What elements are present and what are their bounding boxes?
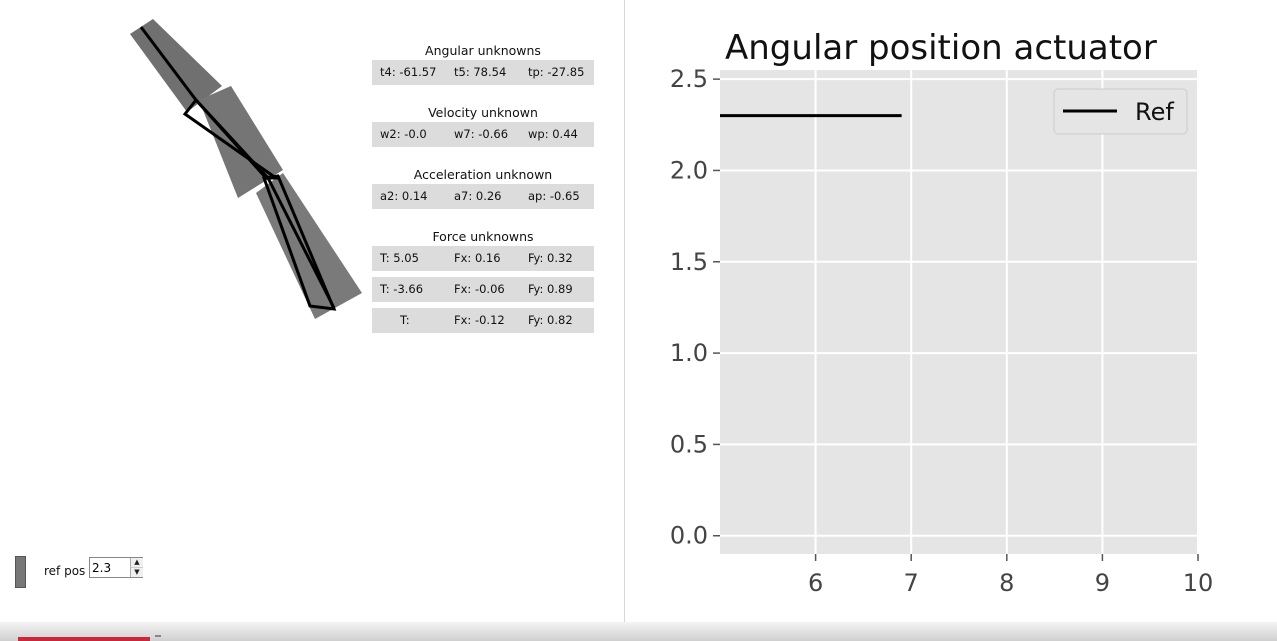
force-unknowns-panel: Force unknowns T: 5.05 Fx: 0.16 Fy: 0.32… [372,228,594,339]
angular-unknowns-panel: Angular unknowns t4: -61.57 t5: 78.54 tp… [372,42,594,91]
force-t-value: T: [400,313,410,327]
force-fx-value: Fx: 0.16 [454,251,501,265]
wp-value: wp: 0.44 [528,127,578,141]
angular-unknowns-title: Angular unknowns [425,43,541,58]
taskbar-accent [18,637,150,641]
w7-value: w7: -0.66 [454,127,509,141]
velocity-unknown-panel: Velocity unknown w2: -0.0 w7: -0.66 wp: … [372,104,594,153]
taskbar-mark [155,635,161,637]
force-values-row: T: Fx: -0.12 Fy: 0.82 [372,308,594,333]
angular-values-row: t4: -61.57 t5: 78.54 tp: -27.85 [372,60,594,85]
chart-title: Angular position actuator [725,28,1157,68]
force-t-value: T: 5.05 [380,251,419,265]
ref-color-indicator [15,556,26,588]
tp-value: tp: -27.85 [528,65,585,79]
force-fy-value: Fy: 0.89 [528,282,573,296]
ap-value: ap: -0.65 [528,189,580,203]
acceleration-unknown-panel: Acceleration unknown a2: 0.14 a7: 0.26 a… [372,166,594,215]
ref-pos-input[interactable] [91,559,131,576]
velocity-unknown-title: Velocity unknown [428,105,538,120]
triangle-down-icon: ▼ [134,568,140,576]
mechanism-panel: Angular unknowns t4: -61.57 t5: 78.54 tp… [0,0,625,622]
ref-pos-label: ref pos [44,564,86,578]
force-fy-value: Fy: 0.82 [528,313,573,327]
triangle-up-icon: ▲ [134,558,140,566]
ref-pos-spinbox[interactable]: ▲ ▼ [89,557,143,578]
a7-value: a7: 0.26 [454,189,502,203]
force-values-row: T: -3.66 Fx: -0.06 Fy: 0.89 [372,277,594,302]
a2-value: a2: 0.14 [380,189,428,203]
coupler-outline [182,97,281,180]
rocker-outline [261,174,337,311]
chart-panel [625,0,1277,622]
force-unknowns-title: Force unknowns [432,229,534,244]
force-fy-value: Fy: 0.32 [528,251,573,265]
t4-value: t4: -61.57 [380,65,437,79]
mechanism-diagram [130,19,362,319]
force-values-row: T: 5.05 Fx: 0.16 Fy: 0.32 [372,246,594,271]
force-t-value: T: -3.66 [380,282,424,296]
acceleration-unknown-title: Acceleration unknown [413,167,553,182]
acceleration-values-row: a2: 0.14 a7: 0.26 ap: -0.65 [372,184,594,209]
w2-value: w2: -0.0 [380,127,427,141]
force-fx-value: Fx: -0.06 [454,282,505,296]
spin-down-button[interactable]: ▼ [130,567,143,577]
spin-up-button[interactable]: ▲ [130,558,143,567]
t5-value: t5: 78.54 [454,65,507,79]
velocity-values-row: w2: -0.0 w7: -0.66 wp: 0.44 [372,122,594,147]
taskbar-strip [0,622,1277,641]
force-fx-value: Fx: -0.12 [454,313,505,327]
